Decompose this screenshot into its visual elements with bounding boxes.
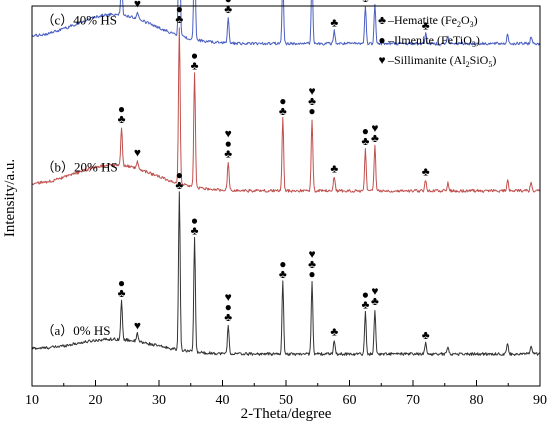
hematite-marker: ♣ [191,223,199,237]
hematite-marker: ♣ [279,267,287,281]
legend-text-part: ) [474,13,478,27]
ilmenite-marker: ● [191,49,198,63]
hematite-marker: ♣ [371,131,379,145]
series-label: （c）40% HS [42,12,117,27]
ilmenite-marker: ● [176,2,183,16]
sillimanite-marker: ♥ [134,146,141,160]
legend-text-part: –Sillimanite (Al [387,53,466,67]
hematite-marker: ♣ [175,12,183,26]
ilmenite-marker: ● [225,300,232,314]
legend-subscript: 2 [457,20,461,29]
x-tick-label: 50 [279,393,293,408]
hematite-marker: ♣ [361,297,369,311]
legend-label: –Hematite (Fe2O3) [387,13,478,29]
hematite-marker: ♣ [371,294,379,308]
x-tick-label: 30 [152,393,166,408]
legend-symbol: ● [378,33,385,47]
x-axis: 10 20 30 40 50 60 70 80 90 [25,380,547,408]
y-axis-title: Intensity/a.u. [2,159,18,237]
hematite-marker: ♣ [361,0,369,5]
x-tick-label: 20 [89,393,103,408]
x-tick-label: 90 [533,393,547,408]
ilmenite-marker: ● [225,0,232,6]
legend-text-part: SiO [470,53,489,67]
hematite-marker: ♣ [422,165,430,179]
legend-label: –Ilmenite (FeTiO3) [387,33,480,49]
hematite-marker: ♣ [308,257,316,271]
series-line-a [31,191,541,356]
hematite-marker: ♣ [308,94,316,108]
series-line-c [31,0,541,46]
legend-text-part: O [461,13,470,27]
legend: ♣ –Hematite (Fe2O3)● –Ilmenite (FeTiO3)♥ –S… [378,13,496,69]
hematite-marker: ♣ [118,286,126,300]
legend-subscript: 3 [472,40,476,49]
ilmenite-marker: ● [176,168,183,182]
legend-subscript: 3 [470,20,474,29]
legend-label: –Sillimanite (Al2SiO5) [387,53,496,69]
sillimanite-marker: ♥ [371,284,378,298]
series-curves [31,0,541,356]
hematite-marker: ♣ [330,16,338,30]
series-line-b [31,27,541,193]
ilmenite-marker: ● [279,257,286,271]
legend-symbol: ♥ [378,53,385,67]
legend-subscript: 2 [466,60,470,69]
ilmenite-marker: ● [118,102,125,116]
sillimanite-marker: ♥ [134,318,141,332]
hematite-marker: ♣ [191,59,199,73]
hematite-marker: ♣ [279,104,287,118]
sillimanite-marker: ♥ [134,0,141,11]
legend-subscript: 5 [488,60,492,69]
hematite-marker: ♣ [361,134,369,148]
hematite-marker: ♣ [422,19,430,33]
sillimanite-marker: ♥ [308,247,315,261]
ilmenite-marker: ● [279,94,286,108]
legend-text-part: ) [492,53,496,67]
x-tick-label: 80 [470,393,484,408]
hematite-marker: ♣ [330,325,338,339]
x-tick-label: 10 [25,393,39,408]
sillimanite-marker: ♥ [371,121,378,135]
legend-text-part: –Ilmenite (FeTiO [387,33,472,47]
ilmenite-marker: ● [191,213,198,227]
ilmenite-marker: ● [308,104,315,118]
hematite-marker: ♣ [175,178,183,192]
hematite-marker: ♣ [422,328,430,342]
sillimanite-marker: ♥ [225,126,232,140]
hematite-marker: ♣ [224,146,232,160]
x-tick-label: 70 [406,393,420,408]
x-tick-label: 60 [343,393,357,408]
series-label: （b）20% HS [42,160,118,175]
sillimanite-marker: ♥ [308,84,315,98]
legend-text-part: ) [476,33,480,47]
hematite-marker: ♣ [330,161,338,175]
legend-symbol: ♣ [378,13,386,27]
legend-text-part: –Hematite (Fe [387,13,457,27]
ilmenite-marker: ● [118,276,125,290]
hematite-marker: ♣ [224,310,232,324]
ilmenite-marker: ● [225,136,232,150]
series-labels: （a）0% HS （b）20% HS （c）40% HS [42,12,118,337]
phase-markers: ♣●♥♣●♣●♣●♥♣●●♣♥♣♣● ♣♥♣♣●♥♣●♣●♣●♥♣●●♣♥♣♣● ♣… [118,0,430,342]
ilmenite-marker: ● [362,124,369,138]
ilmenite-marker: ● [308,267,315,281]
x-axis-title: 2-Theta/degree [241,406,332,422]
sillimanite-marker: ♥ [225,290,232,304]
x-tick-label: 40 [216,393,230,408]
ilmenite-marker: ● [362,287,369,301]
hematite-marker: ♣ [118,112,126,126]
series-label: （a）0% HS [42,323,111,338]
hematite-marker: ♣ [371,0,379,2]
hematite-marker: ♣ [224,2,232,16]
